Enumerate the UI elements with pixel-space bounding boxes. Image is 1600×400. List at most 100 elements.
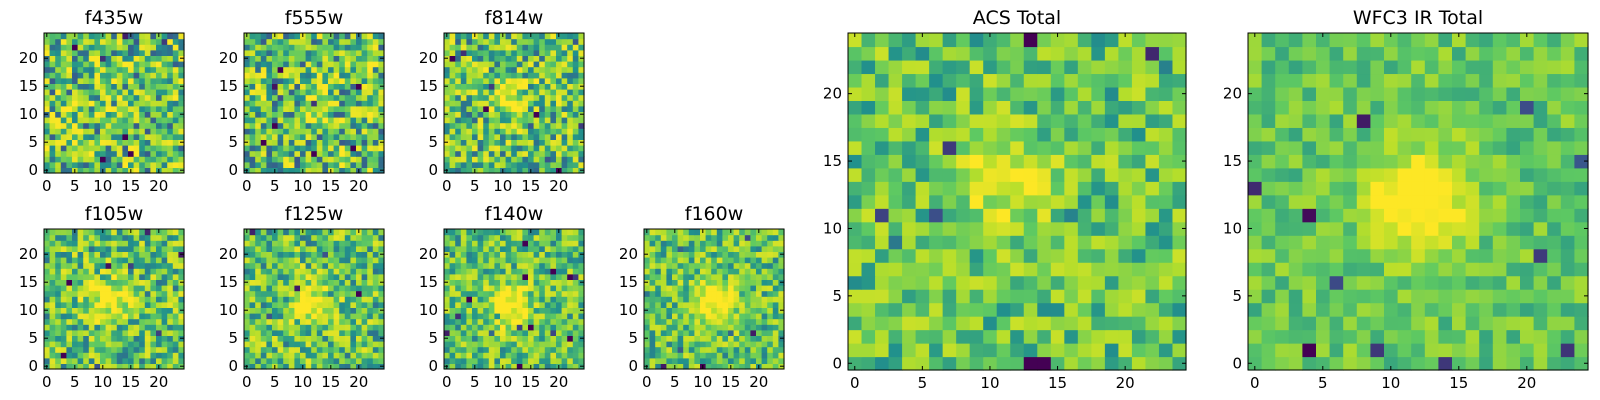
heatmap-cell	[772, 229, 779, 236]
heatmap-cell	[1118, 343, 1133, 358]
heatmap-cell	[672, 285, 679, 292]
heatmap-cell	[556, 335, 563, 342]
heatmap-cell	[694, 318, 701, 325]
heatmap-cell	[111, 145, 118, 152]
heatmap-cell	[88, 251, 95, 258]
heatmap-cell	[444, 257, 451, 264]
heatmap-cell	[522, 335, 529, 342]
heatmap-cell	[666, 268, 673, 275]
heatmap-cell	[305, 38, 312, 45]
heatmap-cell	[649, 279, 656, 286]
heatmap-cell	[133, 133, 140, 140]
heatmap-cell	[55, 285, 62, 292]
heatmap-cell	[77, 167, 84, 174]
heatmap-cell	[528, 61, 535, 68]
heatmap-cell	[505, 273, 512, 280]
heatmap-cell	[77, 352, 84, 359]
heatmap-cell	[644, 268, 651, 275]
heatmap-cell	[500, 335, 507, 342]
heatmap-cell	[472, 357, 479, 364]
heatmap-cell	[128, 335, 135, 342]
heatmap-cell	[133, 279, 140, 286]
heatmap-cell	[561, 363, 568, 370]
heatmap-cell	[533, 335, 540, 342]
heatmap-cell	[550, 117, 557, 124]
heatmap-cell	[167, 94, 174, 101]
heatmap-cell	[378, 324, 385, 331]
heatmap-cell	[567, 94, 574, 101]
heatmap-cell	[300, 100, 307, 107]
heatmap-cell	[255, 161, 262, 168]
heatmap-cell	[105, 324, 112, 331]
heatmap-cell	[677, 251, 684, 258]
heatmap-cell	[372, 363, 379, 370]
heatmap-cell	[522, 257, 529, 264]
heatmap-cell	[328, 111, 335, 118]
heatmap-cell	[356, 296, 363, 303]
heatmap-cell	[88, 273, 95, 280]
heatmap-cell	[378, 49, 385, 56]
heatmap-cell	[167, 44, 174, 51]
heatmap-cell	[483, 167, 490, 174]
heatmap-cell	[277, 363, 284, 370]
y-tick-label: 10	[219, 105, 238, 123]
heatmap-cell	[902, 262, 917, 277]
heatmap-cell	[167, 145, 174, 152]
heatmap-cell	[161, 329, 168, 336]
heatmap-cell	[516, 251, 523, 258]
heatmap-cell	[128, 257, 135, 264]
heatmap-cell	[111, 111, 118, 118]
heatmap-cell	[144, 122, 151, 129]
heatmap-cell	[94, 257, 101, 264]
heatmap-cell	[133, 167, 140, 174]
heatmap-cell	[915, 194, 930, 209]
heatmap-cell	[888, 154, 903, 169]
heatmap-cell	[477, 145, 484, 152]
heatmap-cell	[494, 122, 501, 129]
heatmap-cell	[455, 257, 462, 264]
heatmap-cell	[561, 83, 568, 90]
heatmap-cell	[483, 318, 490, 325]
heatmap-cell	[466, 66, 473, 73]
heatmap-cell	[288, 105, 295, 112]
heatmap-cell	[672, 257, 679, 264]
heatmap-cell	[455, 66, 462, 73]
heatmap-cell	[372, 83, 379, 90]
heatmap-cell	[272, 268, 279, 275]
heatmap-cell	[550, 133, 557, 140]
heatmap-cell	[122, 357, 129, 364]
heatmap-cell	[255, 156, 262, 163]
heatmap-cell	[316, 357, 323, 364]
heatmap-cell	[116, 240, 123, 247]
heatmap-cell	[929, 343, 944, 358]
heatmap-cell	[288, 262, 295, 269]
heatmap-cell	[477, 335, 484, 342]
heatmap-cell	[305, 285, 312, 292]
heatmap-cell	[122, 72, 129, 79]
heatmap-cell	[266, 234, 273, 241]
heatmap-cell	[1023, 221, 1038, 236]
heatmap-cell	[378, 100, 385, 107]
heatmap-cell	[294, 156, 301, 163]
heatmap-cell	[266, 251, 273, 258]
heatmap-cell	[161, 83, 168, 90]
heatmap-cell	[266, 352, 273, 359]
heatmap-cell	[522, 251, 529, 258]
heatmap-cell	[178, 133, 185, 140]
heatmap-cell	[544, 324, 551, 331]
heatmap-cell	[294, 122, 301, 129]
heatmap-cell	[305, 251, 312, 258]
heatmap-cell	[528, 55, 535, 62]
panel-title: f814w	[485, 7, 544, 29]
heatmap-cell	[367, 66, 374, 73]
heatmap-cell	[283, 273, 290, 280]
heatmap-cell	[572, 329, 579, 336]
heatmap-cell	[294, 262, 301, 269]
heatmap-cell	[77, 257, 84, 264]
heatmap-cell	[333, 117, 340, 124]
heatmap-cell	[44, 145, 51, 152]
heatmap-cell	[344, 324, 351, 331]
heatmap-cell	[49, 89, 56, 96]
heatmap-cell	[300, 357, 307, 364]
